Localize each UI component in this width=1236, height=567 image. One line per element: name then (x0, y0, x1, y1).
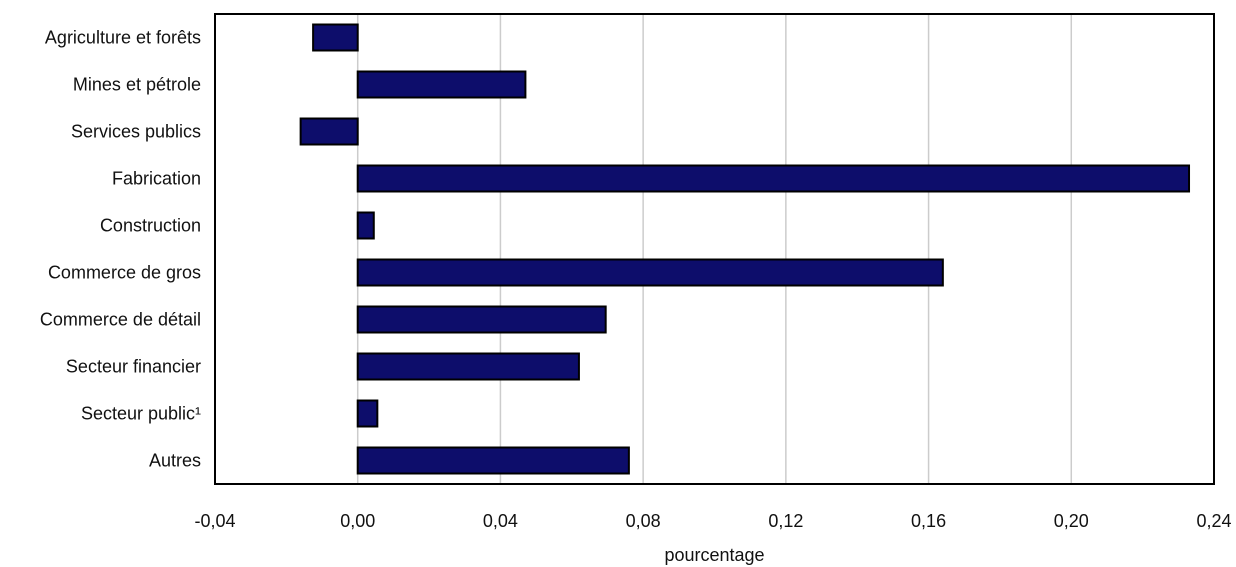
bar (356, 258, 944, 287)
category-label: Agriculture et forêts (45, 28, 201, 48)
x-tick-labels: -0,04 0,00 0,04 0,08 0,12 0,16 0,20 0,24 (194, 511, 1231, 531)
category-label: Commerce de gros (48, 263, 201, 283)
bars (299, 23, 1191, 475)
x-tick-label: 0,16 (911, 511, 946, 531)
category-label: Secteur financier (66, 357, 201, 377)
x-tick-label: 0,04 (483, 511, 518, 531)
bar (356, 70, 527, 99)
x-tick-label: 0,00 (340, 511, 375, 531)
bar (356, 305, 607, 334)
x-axis-title: pourcentage (664, 545, 764, 565)
category-label: Commerce de détail (40, 310, 201, 330)
x-tick-label: 0,12 (768, 511, 803, 531)
category-label: Services publics (71, 122, 201, 142)
category-label: Construction (100, 216, 201, 236)
bar (356, 211, 375, 240)
x-tick-label: -0,04 (194, 511, 235, 531)
category-labels: Agriculture et forêts Mines et pétrole Ser… (40, 28, 201, 471)
category-label: Mines et pétrole (73, 75, 201, 95)
bar (356, 352, 580, 381)
bar (356, 446, 630, 475)
plot-frame (214, 13, 1215, 485)
bar (312, 23, 359, 52)
x-tick-label: 0,24 (1196, 511, 1231, 531)
bar (356, 399, 379, 428)
bar (356, 164, 1191, 193)
x-tick-label: 0,20 (1054, 511, 1089, 531)
x-tick-label: 0,08 (626, 511, 661, 531)
bar (299, 117, 359, 146)
category-label: Secteur public¹ (81, 404, 201, 424)
category-label: Autres (149, 451, 201, 471)
category-label: Fabrication (112, 169, 201, 189)
